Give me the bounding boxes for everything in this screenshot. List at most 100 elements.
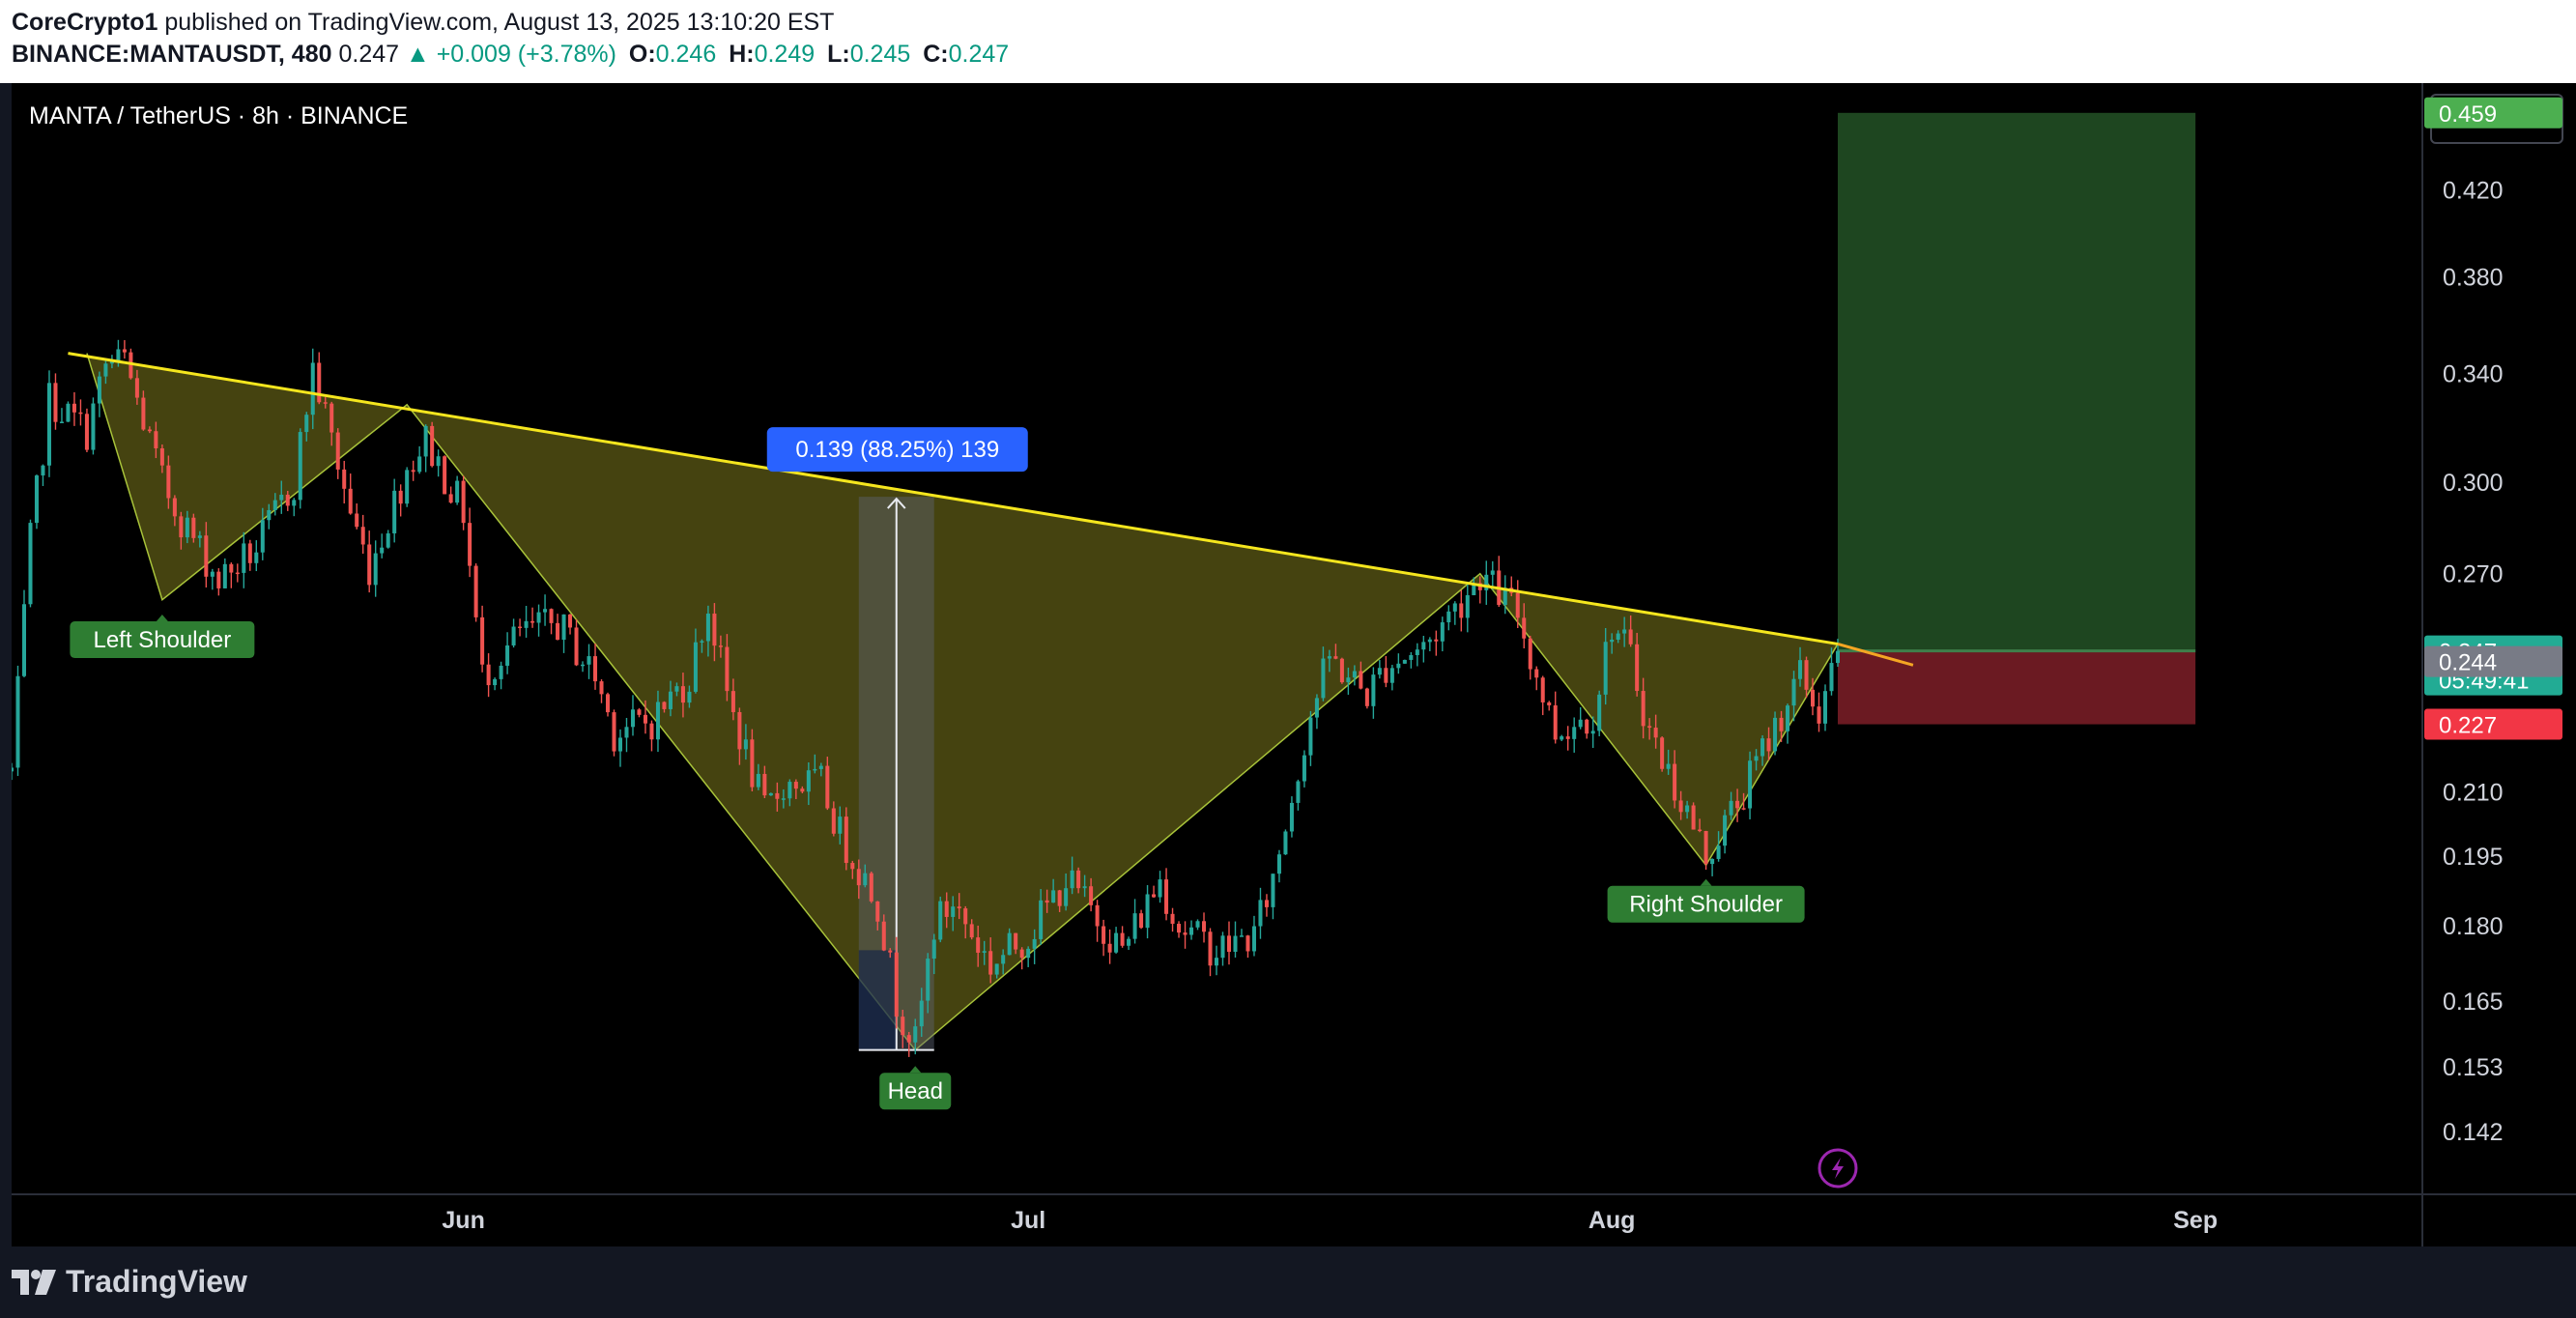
candle-body bbox=[197, 535, 202, 538]
candle-body bbox=[1729, 800, 1733, 816]
candle-body bbox=[461, 480, 466, 524]
candle-body bbox=[1371, 674, 1376, 706]
candle bbox=[1760, 734, 1765, 766]
candle bbox=[1735, 788, 1740, 822]
candle bbox=[335, 428, 340, 479]
candle-body bbox=[931, 939, 936, 960]
candle bbox=[705, 605, 710, 657]
candle bbox=[1039, 889, 1044, 945]
candle bbox=[1352, 665, 1357, 686]
author-name[interactable]: CoreCrypto1 bbox=[12, 9, 158, 36]
lightning-icon bbox=[1818, 1148, 1858, 1189]
candle bbox=[574, 619, 579, 667]
candle bbox=[1572, 717, 1577, 753]
candle bbox=[1139, 909, 1144, 930]
candle-body bbox=[1817, 706, 1821, 724]
candle-body bbox=[1490, 570, 1495, 575]
candle-body bbox=[166, 465, 171, 499]
candle-body bbox=[793, 782, 798, 789]
candle-body bbox=[154, 431, 158, 448]
neckline bbox=[68, 352, 1839, 645]
candle bbox=[1076, 867, 1081, 894]
candle-body bbox=[605, 694, 611, 713]
candle bbox=[888, 948, 893, 959]
y-tick-label: 0.195 bbox=[2443, 844, 2504, 871]
candle bbox=[461, 475, 466, 530]
candle-body bbox=[1647, 726, 1652, 729]
candle bbox=[793, 779, 798, 799]
candle bbox=[285, 491, 290, 511]
candle-body bbox=[1465, 594, 1470, 618]
footer: TradingView bbox=[0, 1246, 2576, 1318]
candle-body bbox=[1585, 719, 1589, 734]
candle-body bbox=[599, 681, 604, 695]
price-label: 0.244 bbox=[2439, 650, 2497, 676]
candle-body bbox=[260, 520, 265, 553]
candle-body bbox=[1396, 663, 1401, 669]
candle bbox=[1226, 921, 1232, 965]
candle bbox=[298, 428, 302, 509]
candle bbox=[1660, 736, 1665, 772]
candle-body bbox=[1446, 611, 1451, 623]
price-chart[interactable]: 0.139 (88.25%) 139 Left Shoulder Head Right… bbox=[12, 83, 2576, 1246]
candle-body bbox=[536, 612, 541, 623]
candle bbox=[1791, 671, 1796, 722]
candle-body bbox=[109, 360, 114, 364]
candle-body bbox=[1107, 943, 1112, 953]
candle bbox=[988, 937, 993, 984]
candle bbox=[360, 514, 365, 555]
candle-body bbox=[712, 614, 717, 646]
candle-body bbox=[1189, 927, 1194, 935]
candle bbox=[750, 729, 755, 791]
candle bbox=[630, 695, 635, 736]
candle-body bbox=[386, 533, 390, 548]
candle-body bbox=[524, 620, 529, 628]
candle bbox=[1251, 915, 1256, 957]
candle bbox=[1710, 858, 1715, 876]
candle bbox=[1691, 802, 1696, 830]
candle bbox=[730, 678, 735, 721]
candle-body bbox=[72, 403, 76, 413]
candle bbox=[204, 522, 209, 587]
candle-body bbox=[367, 544, 372, 586]
candle bbox=[423, 424, 428, 473]
candle-body bbox=[1434, 639, 1439, 642]
candle bbox=[1371, 667, 1376, 719]
candle-body bbox=[800, 788, 805, 792]
candle-body bbox=[1678, 800, 1683, 813]
candle-body bbox=[511, 626, 516, 645]
candle-body bbox=[593, 656, 598, 682]
candle bbox=[134, 369, 139, 405]
candle-body bbox=[1132, 913, 1137, 939]
ohlc-close-value: 0.247 bbox=[948, 41, 1010, 68]
candle-body bbox=[901, 1017, 905, 1036]
candle bbox=[1384, 655, 1388, 688]
candle bbox=[617, 729, 623, 767]
candle bbox=[1673, 750, 1677, 809]
candle bbox=[84, 408, 89, 453]
tradingview-logo[interactable]: TradingView bbox=[12, 1264, 247, 1300]
candle-body bbox=[1779, 717, 1784, 731]
candle bbox=[1748, 751, 1753, 819]
candle-body bbox=[91, 403, 96, 450]
candle-body bbox=[1076, 870, 1081, 889]
candle-body bbox=[1440, 622, 1445, 642]
candle bbox=[800, 786, 805, 794]
candle-body bbox=[881, 921, 886, 951]
candle bbox=[775, 782, 780, 812]
ohlc-high-key: H: bbox=[729, 41, 755, 68]
candle bbox=[725, 634, 730, 702]
chart-frame[interactable]: 0.139 (88.25%) 139 Left Shoulder Head Right… bbox=[12, 83, 2576, 1246]
candle-body bbox=[310, 362, 315, 415]
candle bbox=[781, 788, 786, 809]
candle-body bbox=[1560, 736, 1564, 740]
candle-body bbox=[285, 494, 290, 506]
candle bbox=[901, 1010, 905, 1048]
x-tick-label: Aug bbox=[1589, 1207, 1636, 1234]
candle bbox=[260, 507, 265, 560]
candle bbox=[355, 503, 359, 530]
candle bbox=[693, 628, 698, 694]
candle bbox=[1289, 796, 1294, 838]
candle-body bbox=[1791, 678, 1796, 706]
candle-body bbox=[1384, 668, 1388, 683]
